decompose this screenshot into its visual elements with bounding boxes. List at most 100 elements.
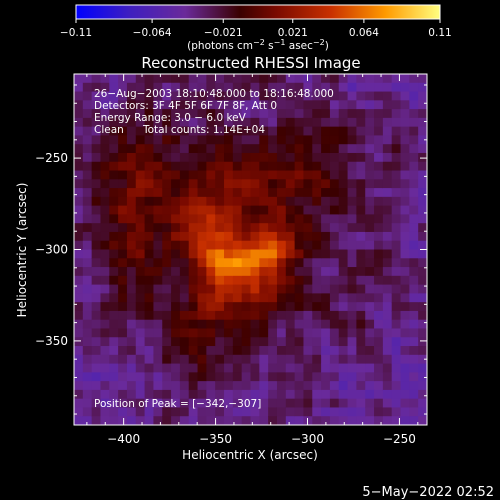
heatmap-cell — [329, 267, 340, 277]
heatmap-cell — [250, 152, 260, 163]
heatmap-cell — [268, 363, 278, 373]
heatmap-cell — [303, 161, 313, 172]
colorbar-ticks: −0.11 −0.064 −0.021 0.021 0.064 0.11 — [60, 19, 452, 39]
heatmap-cell — [153, 223, 163, 233]
heatmap-cell — [294, 196, 305, 207]
heatmap-cell — [400, 293, 410, 303]
heatmap-cell — [135, 407, 146, 417]
heatmap-cell — [82, 337, 93, 347]
heatmap-cell — [232, 223, 243, 233]
heatmap-cell — [303, 267, 313, 277]
heatmap-cell — [241, 293, 252, 303]
heatmap-cell — [153, 117, 163, 128]
heatmap-cell — [215, 188, 225, 198]
heatmap-cell — [294, 407, 305, 417]
heatmap-cell — [391, 214, 402, 224]
heatmap-cell — [356, 407, 366, 417]
heatmap-cell — [312, 275, 322, 286]
heatmap-cell — [135, 389, 146, 400]
heatmap-cell — [188, 144, 199, 154]
heatmap-cell — [153, 135, 163, 145]
heatmap-cell — [126, 91, 137, 101]
heatmap-cell — [82, 275, 93, 286]
heatmap-cell — [82, 91, 93, 101]
heatmap-cell — [285, 100, 296, 110]
heatmap-cell — [329, 126, 340, 137]
heatmap-cell — [100, 319, 110, 330]
heatmap-cell — [321, 231, 331, 242]
heatmap-cell — [338, 117, 349, 128]
heatmap-cell — [365, 152, 375, 163]
heatmap-cell — [74, 100, 84, 110]
heatmap-cell — [224, 109, 234, 119]
heatmap-cell — [232, 161, 243, 172]
heatmap-cell — [162, 389, 172, 400]
heatmap-cell — [126, 188, 137, 198]
heatmap-cell — [144, 240, 155, 251]
heatmap-cell — [409, 152, 419, 163]
heatmap-cell — [391, 126, 402, 137]
heatmap-cell — [82, 144, 93, 154]
heatmap-cell — [312, 74, 322, 84]
heatmap-cell — [162, 302, 172, 312]
heatmap-cell — [241, 74, 252, 84]
heatmap-cell — [109, 240, 119, 251]
heatmap-cell — [162, 109, 172, 119]
heatmap-cell — [259, 161, 269, 172]
heatmap-cell — [171, 319, 181, 330]
heatmap-cell — [365, 293, 375, 303]
heatmap-cell — [268, 407, 278, 417]
heatmap-cell — [400, 170, 410, 180]
heatmap-cell — [135, 144, 146, 154]
heatmap-cell — [312, 258, 322, 268]
heatmap-cell — [82, 196, 93, 207]
heatmap-cell — [259, 231, 269, 242]
heatmap-cell — [285, 275, 296, 286]
heatmap-cell — [276, 398, 287, 409]
x-tick-label: −300 — [291, 432, 324, 446]
heatmap-cell — [259, 196, 269, 207]
heatmap-cell — [188, 117, 199, 128]
heatmap-cell — [276, 82, 287, 93]
heatmap-cell — [374, 144, 384, 154]
heatmap-cell — [400, 310, 410, 321]
heatmap-cell — [356, 381, 366, 391]
heatmap-cell — [215, 258, 225, 268]
heatmap-cell — [347, 100, 357, 110]
heatmap-cell — [418, 170, 427, 180]
heatmap-cell — [135, 319, 146, 330]
heatmap-cell — [241, 205, 252, 215]
heatmap-cell — [391, 196, 402, 207]
heatmap-cell — [153, 302, 163, 312]
heatmap-cell — [91, 91, 102, 101]
heatmap-cell — [135, 100, 146, 110]
heatmap-cell — [171, 74, 181, 84]
heatmap-cell — [285, 196, 296, 207]
heatmap-cell — [329, 240, 340, 251]
heatmap-cell — [215, 267, 225, 277]
heatmap-cell — [338, 267, 349, 277]
heatmap-cell — [276, 179, 287, 189]
heatmap-cell — [82, 179, 93, 189]
heatmap-cell — [303, 363, 313, 373]
heatmap-cell — [109, 354, 119, 365]
heatmap-cell — [144, 196, 155, 207]
heatmap-cell — [162, 117, 172, 128]
heatmap-cell — [241, 91, 252, 101]
heatmap-cell — [356, 100, 366, 110]
heatmap-cell — [188, 363, 199, 373]
heatmap-cell — [126, 144, 137, 154]
heatmap-cell — [391, 337, 402, 347]
heatmap-cell — [303, 188, 313, 198]
heatmap-cell — [329, 135, 340, 145]
heatmap-cell — [365, 179, 375, 189]
heatmap-cell — [74, 188, 84, 198]
heatmap-cell — [232, 196, 243, 207]
heatmap-cell — [250, 91, 260, 101]
heatmap-cell — [109, 389, 119, 400]
heatmap-cell — [268, 337, 278, 347]
heatmap-cell — [329, 152, 340, 163]
heatmap-cell — [179, 354, 190, 365]
heatmap-cell — [197, 109, 207, 119]
